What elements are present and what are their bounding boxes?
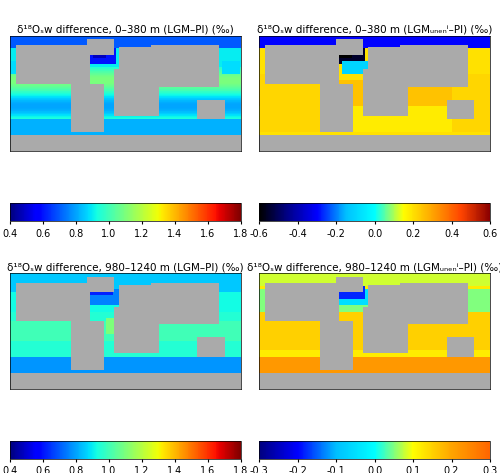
Title: δ¹⁸Oₛw difference, 0–380 m (LGM–PI) (‰): δ¹⁸Oₛw difference, 0–380 m (LGM–PI) (‰) <box>17 25 234 35</box>
Title: δ¹⁸Oₛw difference, 0–380 m (LGMᵤₙₑₙⁱ–PI) (‰): δ¹⁸Oₛw difference, 0–380 m (LGMᵤₙₑₙⁱ–PI)… <box>257 25 492 35</box>
Title: δ¹⁸Oₛw difference, 980–1240 m (LGM–PI) (‰): δ¹⁸Oₛw difference, 980–1240 m (LGM–PI) (… <box>7 263 244 272</box>
Title: δ¹⁸Oₛw difference, 980–1240 m (LGMᵤₙₑₙⁱ–PI) (‰): δ¹⁸Oₛw difference, 980–1240 m (LGMᵤₙₑₙⁱ–… <box>247 263 500 272</box>
